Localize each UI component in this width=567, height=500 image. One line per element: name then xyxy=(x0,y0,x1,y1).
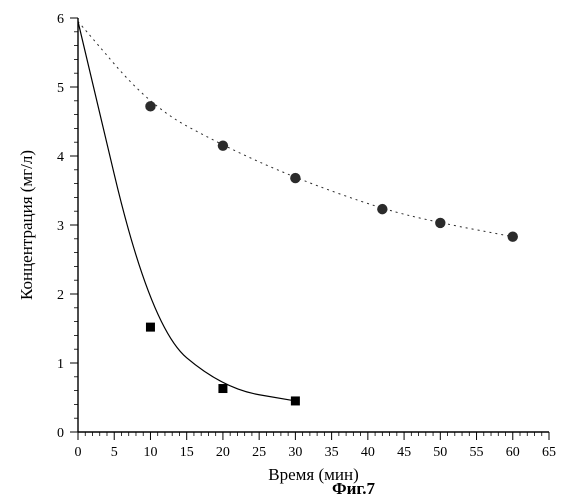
x-tick-label: 20 xyxy=(216,445,230,460)
figure-caption: Фиг.7 xyxy=(332,479,375,498)
x-tick-label: 0 xyxy=(75,445,82,460)
x-tick-label: 60 xyxy=(506,445,520,460)
x-tick-label: 65 xyxy=(542,445,556,460)
x-tick-label: 40 xyxy=(361,445,375,460)
series-circle-marker xyxy=(290,173,300,183)
x-tick-label: 25 xyxy=(252,445,266,460)
series-circle-marker xyxy=(145,101,155,111)
y-tick-label: 1 xyxy=(57,357,64,372)
chart-container: 051015202530354045505560650123456Время (… xyxy=(0,0,567,500)
x-tick-label: 5 xyxy=(111,445,118,460)
series-square-marker xyxy=(146,323,155,332)
chart-bg xyxy=(0,0,567,500)
series-square-marker xyxy=(218,384,227,393)
x-tick-label: 35 xyxy=(325,445,339,460)
x-tick-label: 15 xyxy=(180,445,194,460)
x-tick-label: 50 xyxy=(433,445,447,460)
series-square-marker xyxy=(291,396,300,405)
x-tick-label: 30 xyxy=(288,445,302,460)
y-tick-label: 4 xyxy=(57,150,64,165)
series-circle-marker xyxy=(435,218,445,228)
y-tick-label: 2 xyxy=(57,288,64,303)
x-tick-label: 55 xyxy=(470,445,484,460)
x-tick-label: 45 xyxy=(397,445,411,460)
series-circle-marker xyxy=(508,232,518,242)
y-tick-label: 5 xyxy=(57,81,64,96)
series-circle-marker xyxy=(218,140,228,150)
y-tick-label: 3 xyxy=(57,219,64,234)
y-tick-label: 6 xyxy=(57,12,64,27)
y-axis-label: Концентрация (мг/л) xyxy=(17,150,36,300)
x-tick-label: 10 xyxy=(143,445,157,460)
chart-svg: 051015202530354045505560650123456Время (… xyxy=(0,0,567,500)
y-tick-label: 0 xyxy=(57,426,64,441)
series-circle-marker xyxy=(377,204,387,214)
